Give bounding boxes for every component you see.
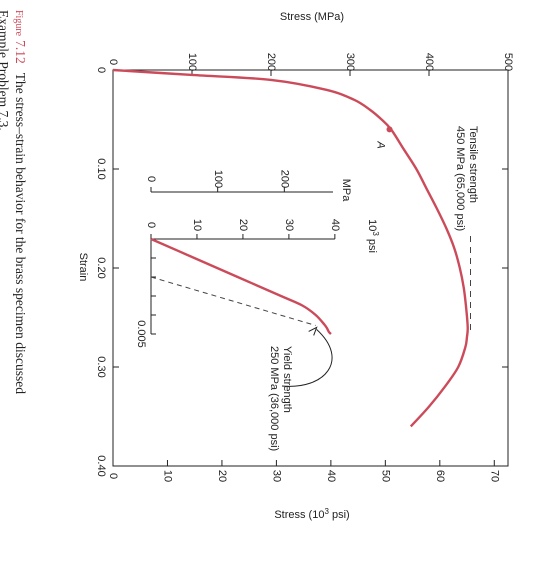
main-ticks [112,69,509,467]
psi-tick-label: 60 [434,470,446,482]
psi-tick-label: 40 [325,470,337,482]
inset-psi-unit: 103 psi [366,219,380,253]
inset-mpa-unit: MPa [340,179,352,203]
yield-strength-line1: Yield strength [281,346,293,413]
caption-text-line1: The stress–strain behavior for the brass… [13,73,28,395]
inset-tick-labels: 0 100 200 0 10 20 30 40 0.005 [135,170,341,348]
psi-tick-label: 0 [107,473,119,479]
inset-psi-tick-label: 30 [283,219,295,231]
caption-figure-number: 7.12 [13,40,28,64]
strain-tick-label: 0 [95,67,107,73]
inset-mpa-tick-label: 200 [278,170,290,188]
inset-psi-tick-label: 40 [329,219,341,231]
psi-tick-label: 20 [216,470,228,482]
tensile-strength-line2: 450 MPa (65,000 psi) [454,126,466,231]
caption-line1: Figure 7.12 The stress–strain behavior for… [13,10,28,394]
inset-strain-tick-label: 0.005 [135,320,147,348]
inset-mpa-tick-label: 100 [212,170,224,188]
psi-tick-label: 30 [270,470,282,482]
main-stress-strain-curve [112,68,469,428]
y-axis-title-mpa: Stress (MPa) [280,11,344,23]
yield-offset-line [150,276,316,326]
inset-psi-tick-label: 10 [191,219,203,231]
mpa-tick-label: 300 [344,53,356,71]
psi-tick-label: 70 [488,470,500,482]
psi-tick-label: 50 [379,470,391,482]
mpa-tick-label: 500 [502,53,514,71]
figure-caption: Figure 7.12 The stress–strain behavior for… [0,10,28,394]
inset-stress-strain-curve [150,237,332,335]
mpa-tick-label: 0 [107,59,119,65]
inset-chart: 0 100 200 0 10 20 30 40 0.005 MPa 103 psi Yield … [135,170,380,451]
yield-strength-arrow [281,329,333,387]
psi-tick-label: 10 [162,470,174,482]
inset-psi-tick-label: 0 [145,222,157,228]
x-axis-title: Strain [77,253,89,282]
strain-tick-label: 0.30 [95,356,107,377]
y-axis-title-psi: Stress (103 psi) [274,507,349,521]
main-plot-frame [112,69,509,467]
caption-line2: Example Problem 7.3. [0,10,11,131]
inset-ticks [150,187,336,335]
point-a-label: A [375,140,387,148]
caption-figure-label: Figure [13,10,24,37]
inset-psi-tick-label: 20 [237,219,249,231]
inset-mpa-tick-label: 0 [145,176,157,182]
mpa-tick-label: 400 [423,53,435,71]
yield-strength-line2: 250 MPa (36,000 psi) [268,346,280,451]
yield-strength-arrowhead [308,326,318,336]
mpa-tick-label: 200 [265,53,277,71]
tensile-strength-line1: Tensile strength [467,126,479,203]
strain-tick-label: 0.10 [95,158,107,179]
strain-tick-label: 0.40 [95,455,107,476]
point-a-marker [386,126,393,133]
yield-strength-label: Yield strength 250 MPa (36,000 psi) [268,346,293,451]
strain-tick-label: 0.20 [95,257,107,278]
mpa-tick-label: 100 [186,53,198,71]
tensile-strength-label: Tensile strength 450 MPa (65,000 psi) [454,126,479,231]
